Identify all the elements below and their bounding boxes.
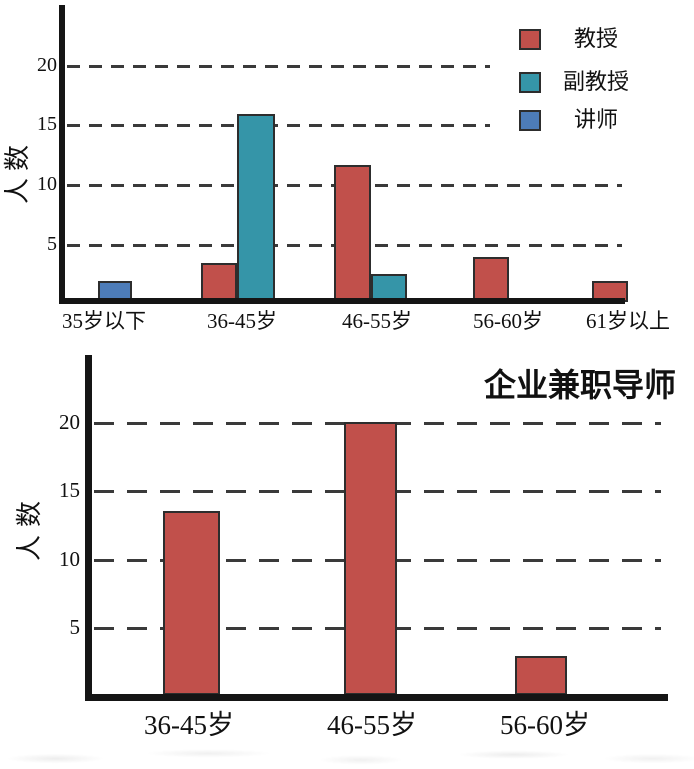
- x-axis-bottom-chart: [85, 694, 668, 701]
- legend-label-lecturer: 讲师: [573, 107, 618, 132]
- gridline-15: [67, 124, 490, 128]
- x-tick-label: 35岁以下: [62, 309, 146, 333]
- y-tick-label-20: 20: [59, 409, 80, 434]
- legend-swatch-professor: [519, 29, 541, 50]
- bar-mentor: [515, 655, 567, 695]
- bar-professor: [334, 165, 371, 302]
- y-tick-label-20: 20: [37, 53, 57, 76]
- y-tick-label-15: 15: [37, 113, 57, 136]
- x-tick-label: 56-60岁: [473, 309, 543, 333]
- paper-noise: [0, 743, 694, 769]
- y-tick-label-5: 5: [47, 232, 57, 255]
- legend-label-professor: 教授: [573, 26, 618, 51]
- y-tick-label-15: 15: [59, 478, 80, 503]
- x-tick-label: 46-55岁: [342, 309, 412, 333]
- x-tick-label: 46-55岁: [327, 710, 417, 740]
- bar-associate-professor: [237, 113, 275, 302]
- legend-swatch-lecturer: [519, 110, 541, 131]
- bar-professor: [201, 263, 237, 302]
- chart-title-mentor: 企业兼职导师: [483, 367, 676, 403]
- bar-professor: [473, 257, 509, 302]
- legend-swatch-associate-professor: [519, 72, 541, 93]
- legend-label-associate-professor: 副教授: [562, 69, 629, 94]
- gridline-20: [67, 64, 490, 68]
- bar-mentor: [163, 510, 220, 695]
- x-tick-label: 56-60岁: [500, 710, 590, 740]
- x-axis-top-chart: [59, 298, 625, 304]
- x-tick-label: 36-45岁: [144, 710, 234, 740]
- y-axis-bottom-chart: [85, 355, 92, 701]
- bar-mentor: [344, 421, 397, 695]
- bar-associate-professor: [371, 273, 407, 302]
- y-tick-label-5: 5: [69, 615, 81, 640]
- x-tick-label: 61岁以上: [586, 309, 670, 333]
- y-axis-top-chart: [59, 5, 65, 304]
- y-tick-label-10: 10: [59, 546, 80, 571]
- y-tick-label-10: 10: [37, 173, 57, 196]
- x-tick-label: 36-45岁: [207, 309, 277, 333]
